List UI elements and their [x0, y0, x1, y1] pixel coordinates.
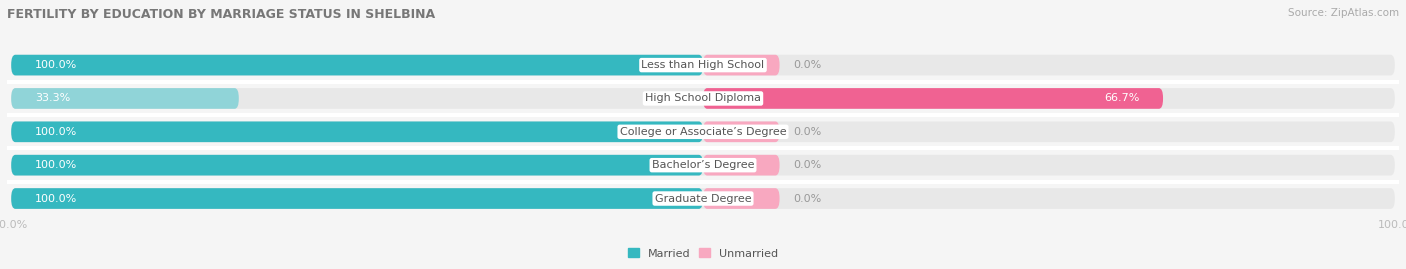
FancyBboxPatch shape [11, 55, 1395, 75]
FancyBboxPatch shape [11, 188, 703, 209]
Text: 33.3%: 33.3% [35, 93, 70, 104]
Text: High School Diploma: High School Diploma [645, 93, 761, 104]
FancyBboxPatch shape [11, 122, 703, 142]
FancyBboxPatch shape [11, 55, 703, 75]
Text: Bachelor’s Degree: Bachelor’s Degree [652, 160, 754, 170]
Text: 100.0%: 100.0% [35, 160, 77, 170]
Text: 0.0%: 0.0% [793, 60, 821, 70]
FancyBboxPatch shape [11, 188, 1395, 209]
FancyBboxPatch shape [11, 122, 1395, 142]
Text: 0.0%: 0.0% [793, 127, 821, 137]
Text: Less than High School: Less than High School [641, 60, 765, 70]
Text: Graduate Degree: Graduate Degree [655, 193, 751, 204]
FancyBboxPatch shape [11, 88, 239, 109]
Text: FERTILITY BY EDUCATION BY MARRIAGE STATUS IN SHELBINA: FERTILITY BY EDUCATION BY MARRIAGE STATU… [7, 8, 434, 21]
Text: Source: ZipAtlas.com: Source: ZipAtlas.com [1288, 8, 1399, 18]
Text: 66.7%: 66.7% [1104, 93, 1139, 104]
Text: 100.0%: 100.0% [35, 127, 77, 137]
Text: 0.0%: 0.0% [793, 160, 821, 170]
FancyBboxPatch shape [703, 88, 1163, 109]
FancyBboxPatch shape [11, 88, 1395, 109]
FancyBboxPatch shape [703, 55, 779, 75]
Text: 100.0%: 100.0% [35, 60, 77, 70]
FancyBboxPatch shape [11, 155, 703, 175]
FancyBboxPatch shape [703, 155, 779, 175]
Text: 0.0%: 0.0% [793, 193, 821, 204]
Text: 100.0%: 100.0% [35, 193, 77, 204]
Text: College or Associate’s Degree: College or Associate’s Degree [620, 127, 786, 137]
FancyBboxPatch shape [703, 188, 779, 209]
Legend: Married, Unmarried: Married, Unmarried [623, 244, 783, 263]
FancyBboxPatch shape [11, 155, 1395, 175]
FancyBboxPatch shape [703, 122, 779, 142]
